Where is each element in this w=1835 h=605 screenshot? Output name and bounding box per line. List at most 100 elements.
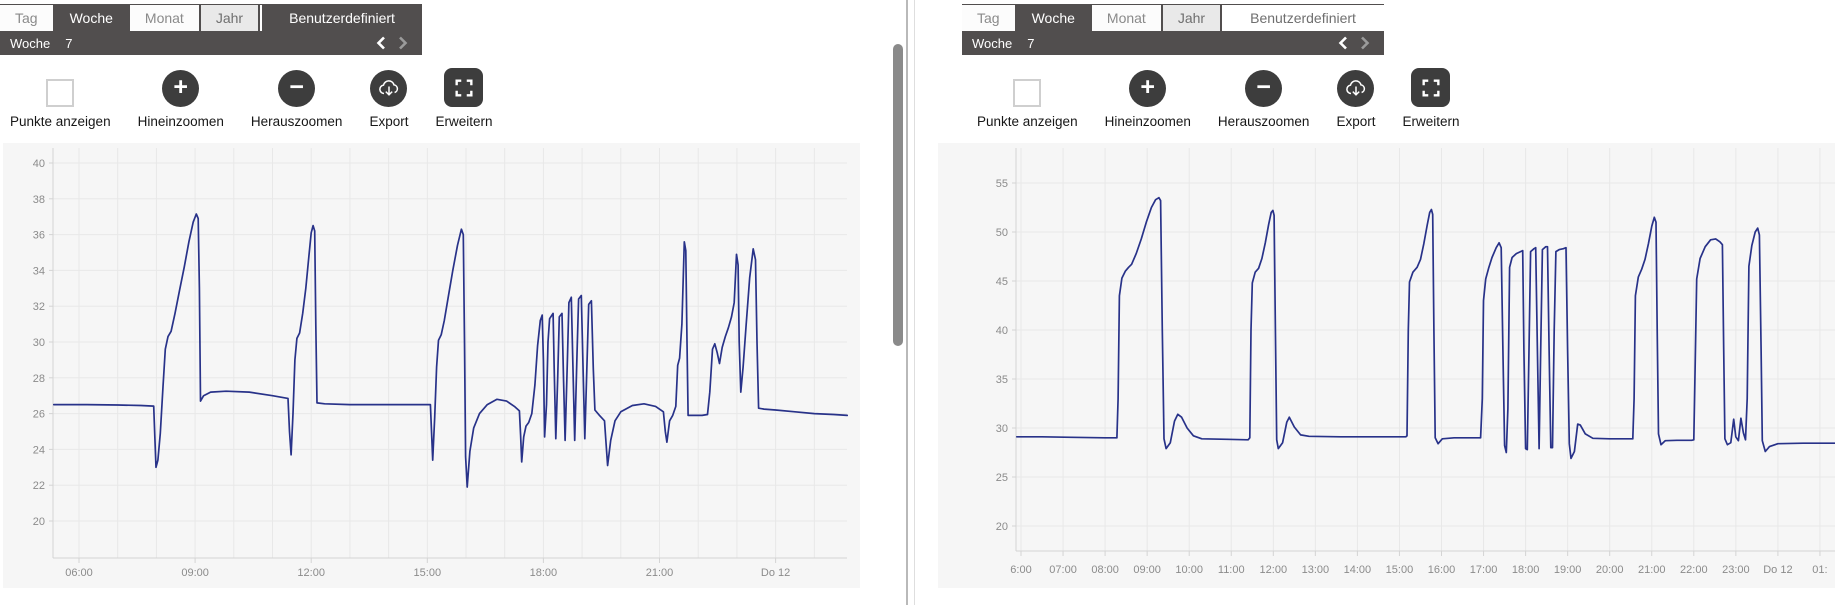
zoom-in-tool: + Hineinzoomen [1105, 70, 1191, 129]
vertical-scrollbar-thumb[interactable] [893, 44, 903, 346]
tab-tag[interactable]: Tag [0, 5, 53, 31]
svg-text:19:00: 19:00 [1554, 564, 1582, 576]
expand-button[interactable] [1411, 68, 1451, 107]
svg-text:14:00: 14:00 [1344, 564, 1372, 576]
svg-text:Do 12: Do 12 [761, 567, 790, 579]
chart-area-right[interactable]: 20 25 30 35 40 45 50 55 6:00 07:00 08:00 09:00 10:00… [915, 143, 1835, 588]
line-chart-right: 20 25 30 35 40 45 50 55 6:00 07:00 08:00 09:00 10:00… [938, 143, 1835, 588]
zoom-out-button[interactable]: − [1245, 70, 1283, 107]
panel-divider [906, 0, 915, 605]
period-bar-right: Woche 7 [962, 31, 1384, 55]
svg-text:21:00: 21:00 [1638, 564, 1666, 576]
export-tool: Export [1336, 70, 1375, 129]
tab-tag[interactable]: Tag [962, 5, 1015, 31]
svg-text:20:00: 20:00 [1596, 564, 1624, 576]
previous-period-button[interactable] [1332, 36, 1354, 50]
period-tabs-left: Tag Woche Monat Jahr Benutzerdefiniert [0, 4, 422, 31]
svg-text:20: 20 [996, 521, 1008, 533]
svg-text:08:00: 08:00 [1091, 564, 1119, 576]
svg-text:55: 55 [996, 178, 1008, 190]
plus-icon: + [173, 73, 189, 101]
svg-text:45: 45 [996, 276, 1008, 288]
expand-button[interactable] [444, 68, 484, 107]
svg-text:10:00: 10:00 [1175, 564, 1203, 576]
expand-tool: Erweitern [435, 68, 493, 129]
chart-panel-right: Tag Woche Monat Jahr Benutzerdefiniert W… [915, 0, 1835, 605]
show-points-label: Punkte anzeigen [977, 114, 1078, 129]
zoom-in-label: Hineinzoomen [137, 114, 224, 129]
chevron-right-icon [1361, 36, 1370, 50]
svg-text:17:00: 17:00 [1470, 564, 1498, 576]
svg-text:34: 34 [33, 265, 45, 277]
show-points-tool: Punkte anzeigen [10, 79, 111, 129]
expand-label: Erweitern [1402, 114, 1460, 129]
expand-tool: Erweitern [1402, 68, 1460, 129]
show-points-checkbox[interactable] [46, 79, 75, 107]
period-header-left: Tag Woche Monat Jahr Benutzerdefiniert W… [0, 4, 422, 55]
chart-panel-left: Tag Woche Monat Jahr Benutzerdefiniert W… [0, 0, 906, 605]
svg-text:36: 36 [33, 230, 45, 242]
chart-toolbar-right: Punkte anzeigen + Hineinzoomen − Herausz… [977, 67, 1835, 129]
period-header-right: Tag Woche Monat Jahr Benutzerdefiniert W… [962, 4, 1384, 55]
tab-monat[interactable]: Monat [129, 5, 199, 31]
chart-area-left[interactable]: 20 22 24 26 28 30 32 34 36 38 40 06:00 09:00 12:00 15:… [0, 143, 906, 588]
period-label: Woche [10, 35, 51, 51]
svg-text:12:00: 12:00 [1260, 564, 1288, 576]
period-number: 7 [65, 35, 73, 51]
cloud-download-icon [1346, 79, 1366, 96]
chevron-left-icon [376, 36, 385, 50]
tab-woche[interactable]: Woche [55, 5, 128, 31]
zoom-in-button[interactable]: + [1129, 70, 1167, 107]
svg-text:40: 40 [33, 158, 45, 170]
show-points-checkbox[interactable] [1013, 79, 1042, 107]
svg-text:Do 12: Do 12 [1763, 564, 1792, 576]
export-label: Export [1336, 114, 1376, 129]
line-chart-left: 20 22 24 26 28 30 32 34 36 38 40 06:00 09:00 12:00 15:… [3, 143, 860, 588]
svg-text:01:: 01: [1812, 564, 1827, 576]
svg-text:12:00: 12:00 [297, 567, 325, 579]
svg-text:23:00: 23:00 [1722, 564, 1750, 576]
export-label: Export [369, 114, 409, 129]
cloud-download-icon [379, 79, 399, 96]
tab-woche[interactable]: Woche [1017, 5, 1090, 31]
svg-text:38: 38 [33, 194, 45, 206]
svg-text:18:00: 18:00 [1512, 564, 1540, 576]
zoom-out-label: Herauszoomen [1217, 114, 1310, 129]
tab-monat[interactable]: Monat [1091, 5, 1161, 31]
svg-text:18:00: 18:00 [530, 567, 558, 579]
svg-text:16:00: 16:00 [1428, 564, 1456, 576]
chevron-left-icon [1338, 36, 1347, 50]
svg-text:35: 35 [996, 374, 1008, 386]
svg-text:26: 26 [33, 409, 45, 421]
svg-text:15:00: 15:00 [414, 567, 442, 579]
chart-toolbar-left: Punkte anzeigen + Hineinzoomen − Herausz… [10, 67, 906, 129]
export-button[interactable] [1337, 70, 1375, 107]
export-button[interactable] [370, 70, 408, 107]
plus-icon: + [1140, 73, 1156, 101]
svg-text:50: 50 [996, 227, 1008, 239]
tab-jahr[interactable]: Jahr [1162, 5, 1221, 31]
svg-text:40: 40 [996, 325, 1008, 337]
tab-benutzerdefiniert[interactable]: Benutzerdefiniert [260, 5, 422, 31]
next-period-button[interactable] [392, 36, 414, 50]
svg-text:09:00: 09:00 [1133, 564, 1161, 576]
zoom-in-tool: + Hineinzoomen [138, 70, 224, 129]
next-period-button[interactable] [1354, 36, 1376, 50]
period-bar-left: Woche 7 [0, 31, 422, 55]
tab-jahr[interactable]: Jahr [200, 5, 259, 31]
show-points-label: Punkte anzeigen [10, 114, 111, 129]
svg-text:25: 25 [996, 472, 1008, 484]
show-points-tool: Punkte anzeigen [977, 79, 1078, 129]
tab-benutzerdefiniert[interactable]: Benutzerdefiniert [1222, 5, 1384, 31]
svg-text:21:00: 21:00 [646, 567, 674, 579]
expand-label: Erweitern [435, 114, 493, 129]
previous-period-button[interactable] [370, 36, 392, 50]
zoom-out-button[interactable]: − [278, 70, 316, 107]
svg-text:30: 30 [33, 337, 45, 349]
zoom-in-button[interactable]: + [162, 70, 200, 107]
period-label: Woche [972, 35, 1013, 51]
export-tool: Export [369, 70, 408, 129]
svg-text:6:00: 6:00 [1010, 564, 1031, 576]
zoom-out-tool: − Herauszoomen [1217, 70, 1310, 129]
